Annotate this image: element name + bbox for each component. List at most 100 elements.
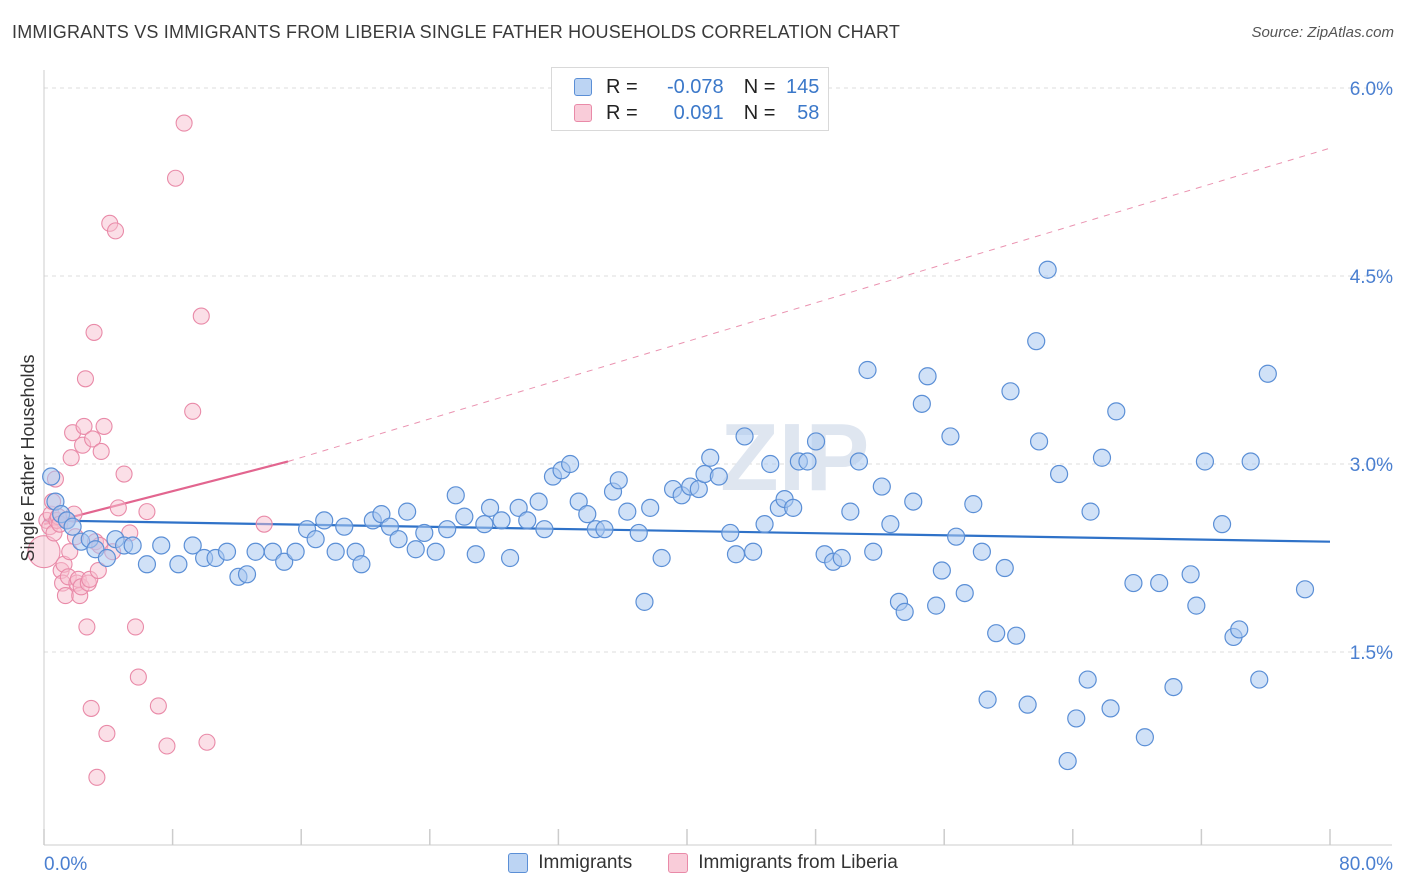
immigrants-point: [169, 555, 188, 574]
immigrants-point: [1058, 751, 1077, 771]
immigrants-point: [492, 511, 511, 530]
immigrants-point: [864, 542, 883, 561]
immigrants-point: [475, 515, 494, 534]
immigrants-point: [1187, 596, 1206, 615]
bottom-legend-liberia: Immigrants from Liberia: [668, 852, 898, 874]
immigrants-point: [1124, 573, 1143, 593]
liberia-point: [138, 503, 156, 521]
immigrants-point: [927, 596, 946, 615]
immigrants-point: [947, 527, 966, 546]
immigrants-point: [137, 555, 157, 574]
liberia-point: [149, 697, 167, 715]
immigrants-point: [518, 511, 537, 530]
immigrants-point: [217, 542, 237, 561]
liberia-point: [27, 535, 61, 569]
source-label: Source: ZipAtlas.com: [1251, 24, 1394, 41]
immigrants-point: [912, 394, 931, 413]
immigrants-point: [455, 507, 474, 526]
immigrants-point: [466, 545, 485, 564]
immigrants-point: [721, 523, 740, 543]
trend-line-liberia-extension: [287, 147, 1331, 462]
immigrants-point: [480, 498, 500, 517]
y-tick-label: 3.0%: [1350, 455, 1393, 476]
liberia-point: [98, 724, 116, 743]
immigrants-point: [832, 548, 851, 568]
liberia-point: [76, 370, 95, 388]
liberia-point: [85, 323, 103, 341]
immigrants-point: [152, 536, 171, 555]
immigrants-point: [426, 542, 445, 561]
bottom-legend-label: Immigrants: [538, 852, 633, 873]
legend-n-value: 145: [786, 75, 820, 98]
chart-title: IMMIGRANTS VS IMMIGRANTS FROM LIBERIA SI…: [12, 22, 901, 42]
immigrants-point: [1038, 260, 1057, 279]
immigrants-point: [326, 542, 345, 561]
liberia-point: [115, 465, 133, 483]
immigrants-point: [569, 492, 588, 511]
immigrants-point: [806, 432, 826, 451]
immigrants-point: [978, 690, 997, 709]
immigrants-point: [784, 498, 803, 517]
legend-n-value: 58: [797, 101, 820, 124]
immigrants-point: [315, 511, 334, 530]
immigrants-point: [246, 542, 265, 561]
immigrants-point: [1150, 573, 1169, 593]
immigrants-point: [398, 502, 417, 521]
axes: [43, 70, 1392, 846]
bottom-legend-label: Immigrants from Liberia: [698, 852, 898, 873]
immigrants-point: [123, 536, 142, 555]
immigrants-point: [635, 592, 654, 611]
tick-labels: 1.5% 3.0% 4.5% 6.0% 0.0% 80.0%: [44, 79, 1393, 875]
immigrants-point: [595, 520, 614, 539]
immigrants-point: [509, 498, 528, 517]
immigrants-point: [389, 530, 408, 549]
immigrants-point: [609, 471, 628, 490]
immigrants-point: [904, 492, 923, 511]
liberia-point: [56, 587, 74, 605]
immigrants-point: [755, 515, 774, 534]
immigrants-point: [1250, 670, 1269, 689]
liberia-point: [129, 668, 147, 686]
immigrants-point: [1101, 699, 1120, 718]
immigrants-point: [641, 498, 660, 517]
immigrants-point: [535, 520, 554, 539]
immigrants-point: [500, 548, 520, 568]
immigrants-point: [275, 552, 294, 571]
immigrants-point: [1027, 332, 1046, 351]
bottom-legend: Immigrants Immigrants from Liberia: [0, 852, 1406, 874]
immigrants-point: [972, 542, 991, 561]
immigrants-point: [932, 561, 951, 580]
legend-n-label: N =: [743, 101, 776, 124]
immigrants-point: [1007, 626, 1026, 645]
liberia-point: [88, 768, 106, 786]
bottom-legend-swatch-blue: [508, 853, 529, 873]
immigrants-point: [406, 540, 425, 559]
immigrants-point: [1135, 728, 1154, 747]
immigrants-point: [955, 583, 974, 603]
liberia-point: [166, 169, 185, 187]
immigrants-point: [306, 530, 325, 549]
immigrants-point: [1195, 452, 1215, 471]
immigrants-point: [1049, 464, 1069, 484]
immigrants-point: [735, 427, 754, 446]
immigrants-point: [761, 454, 780, 474]
legend-r-label: R =: [606, 75, 638, 98]
bottom-legend-immigrants: Immigrants: [508, 852, 632, 874]
immigrants-point: [726, 545, 746, 564]
legend-r-value: -0.078: [666, 75, 724, 98]
immigrants-point: [263, 542, 282, 561]
legend-r-value: 0.091: [673, 101, 724, 124]
immigrants-point: [561, 454, 580, 474]
grid-lines: [44, 87, 1392, 653]
immigrants-point: [858, 360, 877, 380]
immigrants-point: [1078, 670, 1097, 689]
immigrants-point: [1241, 452, 1260, 471]
immigrants-point: [446, 486, 465, 505]
immigrants-point: [995, 558, 1014, 578]
immigrants-point: [895, 602, 914, 621]
immigrants-point: [872, 477, 891, 496]
liberia-point: [198, 733, 216, 751]
legend-n-label: N =: [743, 75, 776, 98]
correlation-legend: R = -0.078 N = 145 R = 0.091 N = 58: [551, 67, 829, 131]
